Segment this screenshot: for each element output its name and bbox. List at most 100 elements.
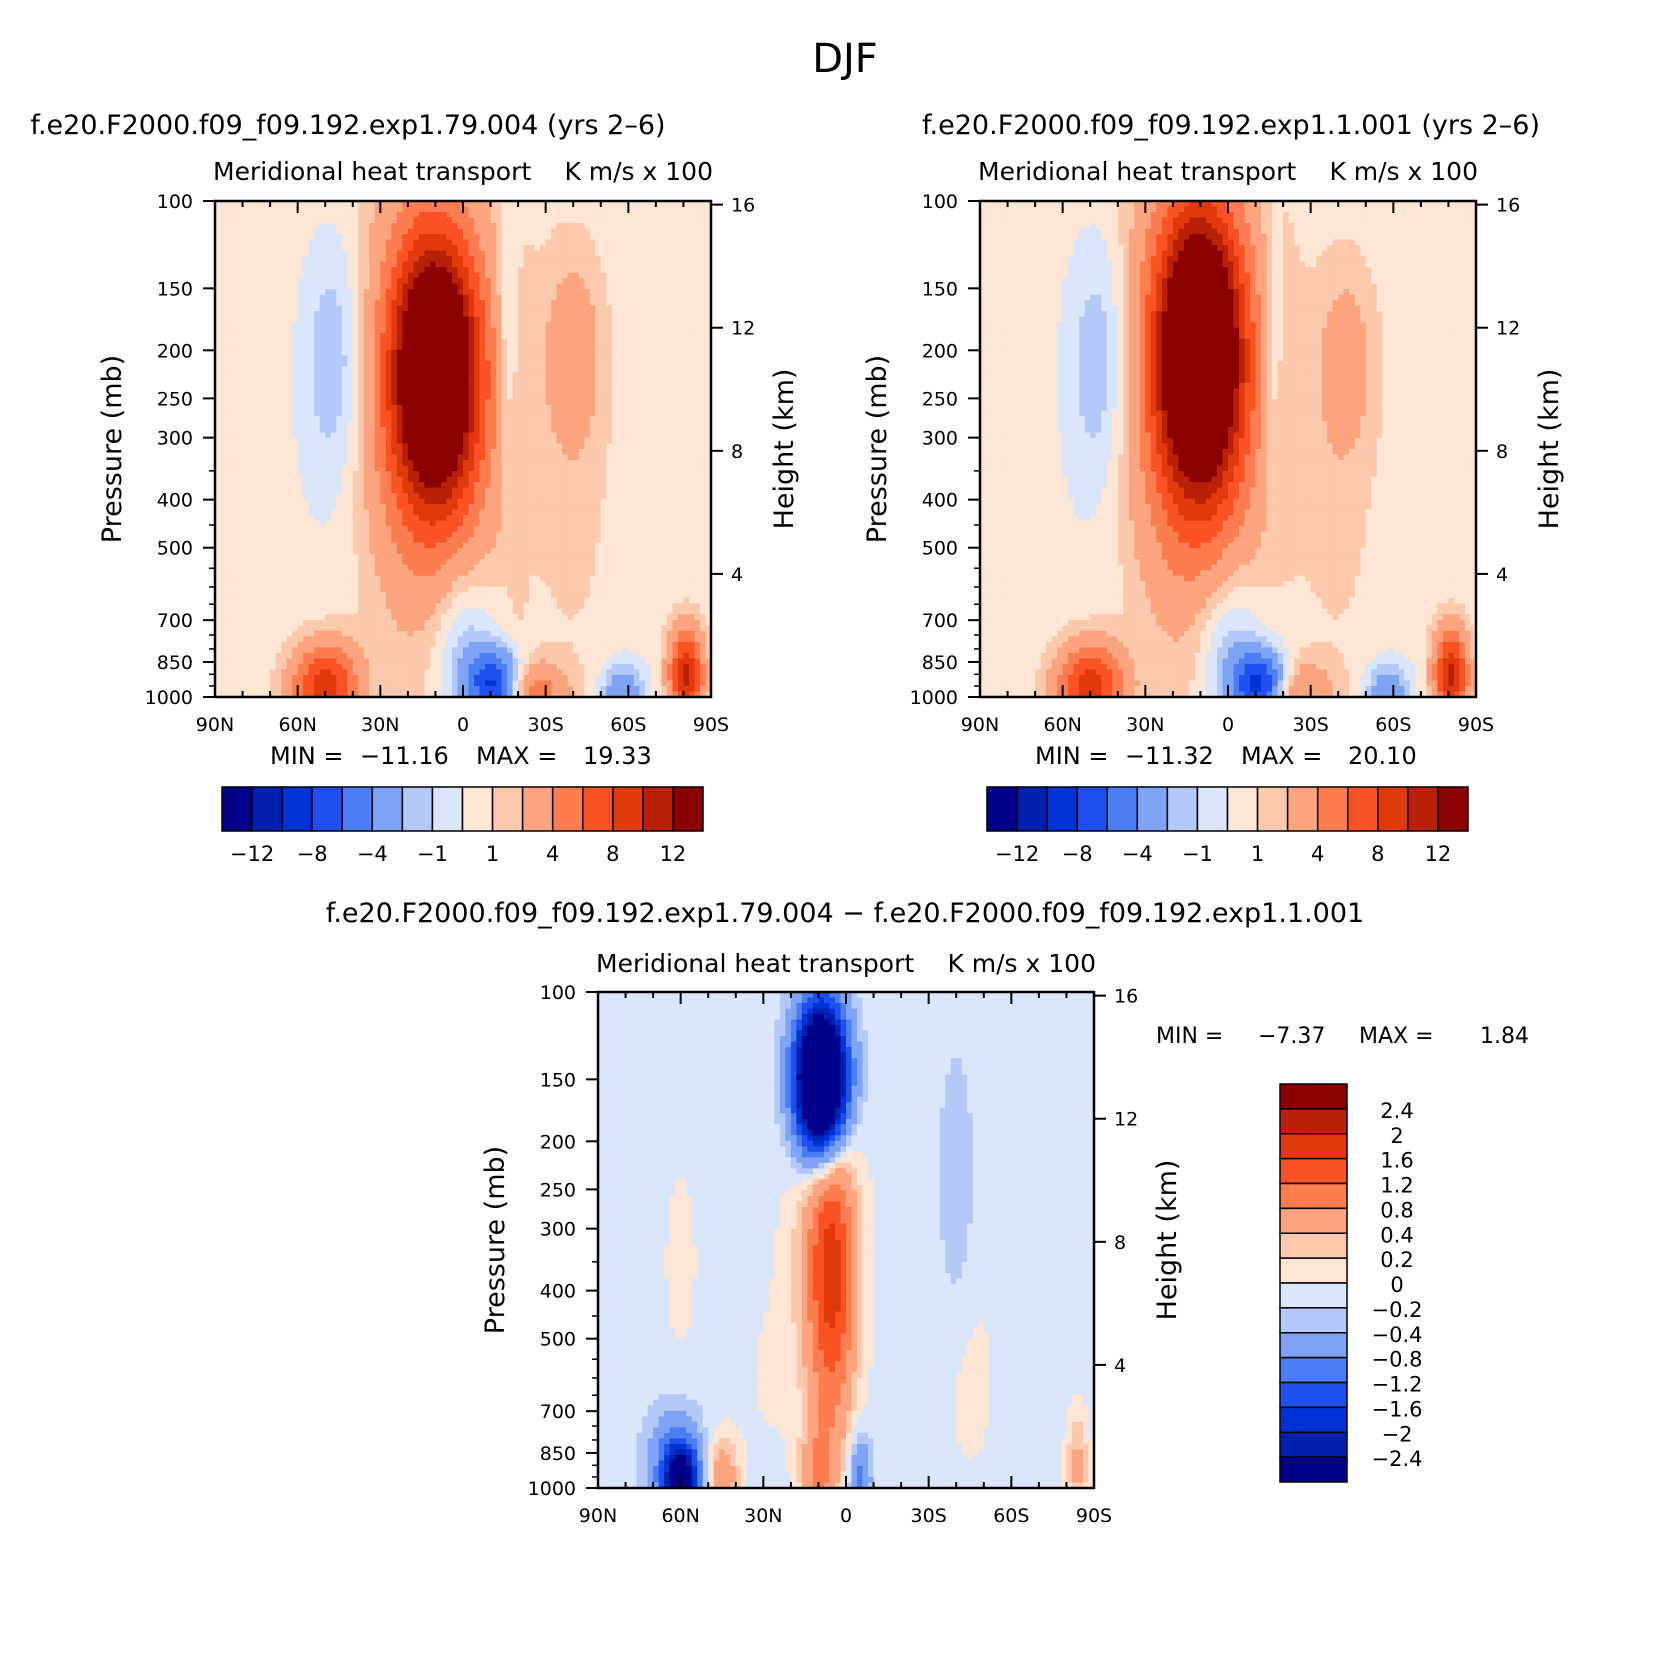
heatmap-cell xyxy=(446,240,452,246)
heatmap-cell xyxy=(380,223,386,229)
heatmap-cell xyxy=(281,251,287,257)
heatmap-cell xyxy=(557,251,563,257)
heatmap-cell xyxy=(232,218,238,224)
heatmap-cell xyxy=(606,262,612,268)
heatmap-cell xyxy=(336,229,342,235)
heatmap-cell xyxy=(529,212,535,218)
heatmap-cell xyxy=(623,218,629,224)
heatmap-cell xyxy=(535,223,541,229)
heatmap-cell xyxy=(667,256,673,262)
heatmap-cell xyxy=(474,278,480,284)
heatmap-cell xyxy=(502,218,508,224)
heatmap-cell xyxy=(485,278,491,284)
heatmap-cell xyxy=(226,267,232,273)
heatmap-cell xyxy=(469,256,475,262)
heatmap-cell xyxy=(573,245,579,251)
heatmap-cell xyxy=(480,218,486,224)
heatmap-cell xyxy=(430,262,436,268)
heatmap-cell xyxy=(557,267,563,273)
heatmap-cell xyxy=(485,267,491,273)
heatmap-cell xyxy=(364,212,370,218)
heatmap-cell xyxy=(446,234,452,240)
heatmap-cell xyxy=(342,207,348,213)
heatmap-cell xyxy=(661,240,667,246)
heatmap-cell xyxy=(369,256,375,262)
heatmap-cell xyxy=(700,218,706,224)
heatmap-cell xyxy=(491,207,497,213)
heatmap-cell xyxy=(397,278,403,284)
heatmap-cell xyxy=(298,262,304,268)
heatmap-cell xyxy=(656,256,662,262)
heatmap-cell xyxy=(617,262,623,268)
heatmap-cell xyxy=(314,251,320,257)
heatmap-cell xyxy=(606,273,612,279)
heatmap-cell xyxy=(358,234,364,240)
heatmap-cell xyxy=(292,218,298,224)
heatmap-cell xyxy=(325,234,331,240)
heatmap-cell xyxy=(639,251,645,257)
heatmap-cell xyxy=(474,218,480,224)
heatmap-cell xyxy=(303,245,309,251)
heatmap-cell xyxy=(623,245,629,251)
heatmap-cell xyxy=(380,278,386,284)
heatmap-cell xyxy=(243,240,249,246)
heatmap-cell xyxy=(331,234,337,240)
heatmap-cell xyxy=(452,212,458,218)
heatmap-cell xyxy=(628,273,634,279)
heatmap-cell xyxy=(601,256,607,262)
heatmap-cell xyxy=(562,240,568,246)
heatmap-cell xyxy=(314,207,320,213)
heatmap-cell xyxy=(524,234,530,240)
heatmap-cell xyxy=(320,223,326,229)
heatmap-cell xyxy=(628,256,634,262)
heatmap-cell xyxy=(546,229,552,235)
heatmap-cell xyxy=(645,245,651,251)
heatmap-cell xyxy=(243,223,249,229)
heatmap-cell xyxy=(491,256,497,262)
heatmap-cell xyxy=(270,262,276,268)
heatmap-cell xyxy=(683,207,689,213)
heatmap-cell xyxy=(667,212,673,218)
heatmap-cell xyxy=(457,245,463,251)
heatmap-cell xyxy=(551,256,557,262)
heatmap-cell xyxy=(408,218,414,224)
heatmap-cell xyxy=(645,207,651,213)
heatmap-cell xyxy=(485,251,491,257)
heatmap-cell xyxy=(353,234,359,240)
heatmap-cell xyxy=(397,218,403,224)
heatmap-cell xyxy=(590,229,596,235)
heatmap-cell xyxy=(380,218,386,224)
heatmap-cell xyxy=(309,223,315,229)
heatmap-cell xyxy=(265,212,271,218)
heatmap-cell xyxy=(513,234,519,240)
heatmap-cell xyxy=(513,267,519,273)
heatmap-cell xyxy=(336,245,342,251)
heatmap-cell xyxy=(463,267,469,273)
heatmap-cell xyxy=(441,273,447,279)
heatmap-cell xyxy=(325,278,331,284)
heatmap-cell xyxy=(469,273,475,279)
heatmap-cell xyxy=(656,212,662,218)
heatmap-cell xyxy=(694,229,700,235)
heatmap-cell xyxy=(325,256,331,262)
heatmap-cell xyxy=(254,207,260,213)
heatmap-cell xyxy=(469,245,475,251)
heatmap-cell xyxy=(276,278,282,284)
heatmap-cell xyxy=(590,218,596,224)
heatmap-cell xyxy=(623,256,629,262)
heatmap-cell xyxy=(617,223,623,229)
heatmap-cell xyxy=(562,207,568,213)
heatmap-cell xyxy=(375,245,381,251)
heatmap-cell xyxy=(391,256,397,262)
heatmap-cell xyxy=(281,212,287,218)
heatmap-cell xyxy=(667,262,673,268)
heatmap-cell xyxy=(292,278,298,284)
heatmap-cell xyxy=(309,234,315,240)
heatmap-cell xyxy=(485,240,491,246)
heatmap-cell xyxy=(529,267,535,273)
heatmap-cell xyxy=(320,256,326,262)
heatmap-cell xyxy=(446,256,452,262)
heatmap-cell xyxy=(325,212,331,218)
heatmap-cell xyxy=(634,273,640,279)
heatmap-cell xyxy=(457,273,463,279)
